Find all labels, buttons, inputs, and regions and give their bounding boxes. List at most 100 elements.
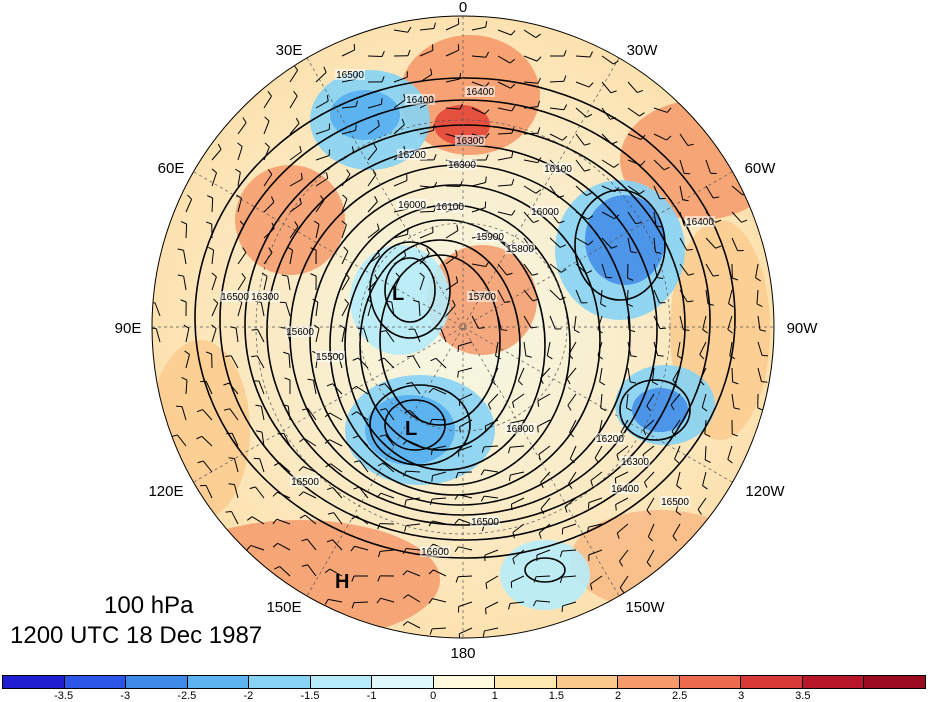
wind-barb (419, 232, 434, 239)
wind-barb (471, 263, 486, 268)
wind-barb (287, 276, 291, 291)
wind-barb (755, 263, 759, 278)
wind-barb-flag (510, 504, 513, 511)
wind-barb (653, 263, 658, 278)
wind-barb (229, 408, 239, 421)
wind-barb (382, 462, 395, 473)
wind-barb (568, 471, 577, 485)
wind-barb (393, 124, 405, 135)
wind-barb (406, 547, 421, 551)
wind-barb-flag (433, 154, 437, 161)
wind-barb-flag (732, 433, 739, 437)
wind-barb (432, 598, 447, 603)
wind-barb-flag (237, 142, 243, 148)
wind-barb-flag (532, 600, 537, 607)
wind-barb (497, 289, 505, 303)
wind-barb (459, 419, 473, 428)
wind-barb-flag (525, 355, 532, 358)
wind-barb-flag (611, 141, 618, 145)
wind-barb-flag (560, 244, 566, 248)
wind-barb-flag (299, 514, 306, 519)
wind-barb-flag (675, 511, 682, 516)
wind-barb-flag (223, 382, 230, 386)
wind-barb (185, 354, 190, 369)
wind-barb-flag (537, 157, 542, 163)
colorbar-swatch (310, 676, 373, 688)
wind-barb-flag (587, 527, 589, 534)
wind-barb-flag (433, 124, 435, 131)
wind-barb-flag (537, 426, 539, 433)
contour-labels: 16500 16400 16400 16300 16300 16200 16100 16000… (220, 69, 715, 558)
wind-barb-flag (272, 542, 279, 548)
wind-barb (315, 129, 330, 135)
wind-barb (341, 198, 348, 213)
wind-barb (569, 419, 577, 433)
wind-barb-flag (733, 407, 740, 410)
colorbar-swatch (372, 676, 434, 688)
wind-barb (341, 303, 350, 317)
wind-barb-flag (485, 51, 490, 58)
wind-barb (601, 55, 614, 65)
wind-barb-flag (300, 173, 303, 180)
wind-barb (380, 492, 395, 499)
wind-barb (601, 211, 615, 220)
wind-barb-flag (630, 355, 637, 358)
wind-barb-flag (353, 486, 360, 490)
wind-barb-flag (346, 169, 351, 175)
wind-barb-flag (428, 520, 433, 527)
wind-barb-flag (264, 142, 270, 148)
wind-barb-flag (344, 298, 349, 304)
wind-barb-flag (538, 532, 542, 539)
wind-barb-flag (345, 272, 350, 279)
wind-barb-flag (401, 118, 405, 125)
wind-barb-flag (590, 583, 593, 590)
wind-barb-flag (715, 219, 722, 223)
wind-barb (566, 367, 577, 380)
contour-label: 15500 (316, 352, 344, 363)
wind-barb-flag (326, 172, 329, 179)
wind-barb (329, 439, 343, 447)
wind-barb (510, 419, 525, 424)
wind-barb (183, 276, 187, 291)
wind-barb (445, 281, 458, 291)
wind-barb (154, 302, 161, 317)
wind-barb (341, 277, 350, 291)
wind-barb (575, 107, 587, 118)
wind-barb-flag (184, 350, 190, 355)
wind-barb-flag (459, 180, 463, 187)
wind-barb-flag (511, 179, 515, 186)
wind-barb (283, 433, 291, 447)
wind-barb (385, 408, 395, 421)
colorbar-swatch (187, 676, 250, 688)
wind-barb (491, 367, 499, 381)
wind-barb-flag (707, 303, 714, 306)
wind-barb-flag (511, 127, 515, 134)
wind-barb-flag (326, 383, 333, 387)
wind-barb (676, 471, 681, 486)
wind-barb-flag (643, 429, 647, 436)
wind-barb (260, 406, 265, 421)
wind-barb-flag (586, 192, 592, 196)
wind-barb (328, 598, 343, 603)
wind-barb (549, 263, 562, 273)
colorbar-tick-label: -2 (243, 690, 254, 702)
contour-label-bg (475, 231, 505, 242)
wind-barb (705, 159, 712, 174)
colorbar-tick-label: 3 (738, 690, 745, 702)
wind-barb (627, 237, 632, 252)
contour-label: 15600 (286, 327, 314, 338)
wind-barb (549, 133, 563, 141)
wind-barb-flag (704, 433, 711, 438)
wind-barb (185, 328, 190, 343)
wind-barb-flag (228, 483, 235, 485)
low-center: L (392, 283, 404, 305)
wind-barb (483, 445, 499, 448)
contour-label-bg (285, 326, 315, 337)
contour-label-bg (447, 159, 477, 170)
wind-barb (627, 341, 632, 356)
wind-barb (705, 237, 716, 249)
wind-barb (445, 230, 459, 239)
wind-barb-flag (223, 408, 230, 411)
wind-barb-flag (339, 324, 345, 329)
wind-barb-flag (312, 298, 319, 303)
